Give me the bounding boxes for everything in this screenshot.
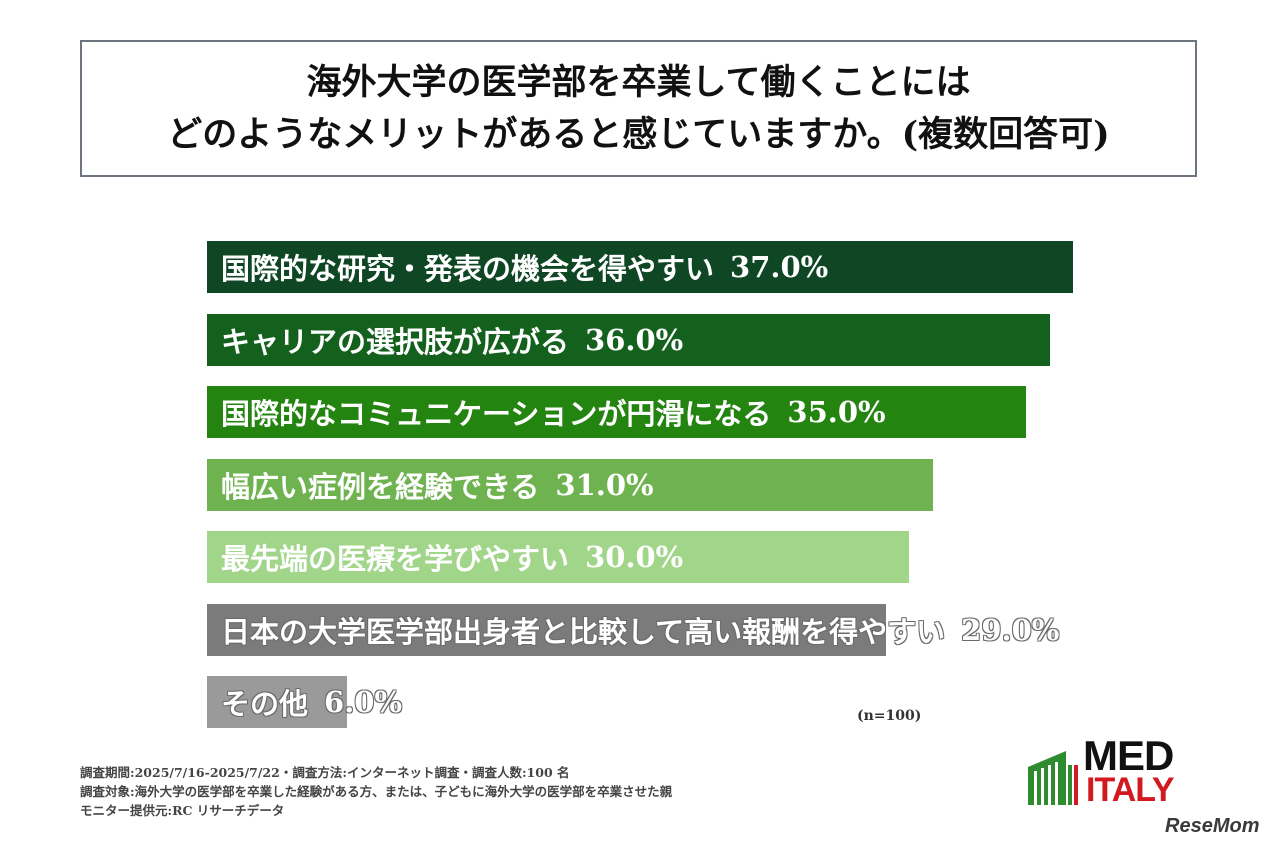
footnote-survey-target: 調査対象:海外大学の医学部を卒業した経験がある方、または、子どもに海外大学の医学… xyxy=(80,784,673,799)
logo-text-med: MED xyxy=(1083,732,1174,779)
resemom-watermark: ReseMom xyxy=(1165,815,1260,837)
category-label: その他 xyxy=(221,687,309,721)
category-label: 幅広い症例を経験できる xyxy=(221,470,540,504)
bar-label-4: 幅広い症例を経験できる 31.0% xyxy=(221,459,654,511)
bar-label-3: 国際的なコミュニケーションが円滑になる 35.0% xyxy=(221,386,886,438)
bar-1 xyxy=(207,241,1073,293)
logo-text-italy: ITALY xyxy=(1086,771,1175,809)
value-label: 6.0% xyxy=(324,685,403,719)
value-label: 31.0% xyxy=(555,468,654,502)
value-label: 35.0% xyxy=(787,395,886,429)
bar-label-7: その他 6.0% xyxy=(221,676,402,728)
bar-label-2: キャリアの選択肢が広がる 36.0% xyxy=(221,314,683,366)
value-label: 37.0% xyxy=(730,250,829,284)
value-label: 29.0% xyxy=(961,613,1060,647)
sample-size-note: (n=100) xyxy=(857,708,922,724)
logo-building-icon xyxy=(1028,751,1078,805)
bar-3 xyxy=(207,386,1027,438)
title-line-1: 海外大学の医学部を卒業して働くことには xyxy=(306,61,971,103)
bar-7 xyxy=(207,676,348,728)
bar-label-1: 国際的な研究・発表の機会を得やすい 37.0% xyxy=(221,241,828,293)
bar-6 xyxy=(207,604,886,656)
footnote-monitor-source: モニター提供元:RC リサーチデータ xyxy=(80,803,285,818)
value-label: 30.0% xyxy=(585,540,684,574)
value-label: 36.0% xyxy=(585,323,684,357)
category-label: 最先端の医療を学びやすい xyxy=(221,542,570,576)
category-label: 日本の大学医学部出身者と比較して高い報酬を得やすい xyxy=(221,615,946,649)
med-italy-logo: MED ITALY xyxy=(1026,735,1196,815)
bar-label-6: 日本の大学医学部出身者と比較して高い報酬を得やすい 29.0% xyxy=(221,604,1059,656)
bar-4 xyxy=(207,459,933,511)
title-box: 海外大学の医学部を卒業して働くことには どのようなメリットがあると感じていますか… xyxy=(80,40,1197,177)
category-label: キャリアの選択肢が広がる xyxy=(221,325,570,359)
category-label: 国際的なコミュニケーションが円滑になる xyxy=(221,397,772,431)
category-label: 国際的な研究・発表の機会を得やすい xyxy=(221,252,715,286)
bar-label-5: 最先端の医療を学びやすい 30.0% xyxy=(221,531,683,583)
bar-2 xyxy=(207,314,1050,366)
title-line-2: どのようなメリットがあると感じていますか。(複数回答可) xyxy=(167,113,1110,155)
footnote-survey-period: 調査期間:2025/7/16-2025/7/22・調査方法:インターネット調査・… xyxy=(80,765,570,780)
bar-5 xyxy=(207,531,910,583)
